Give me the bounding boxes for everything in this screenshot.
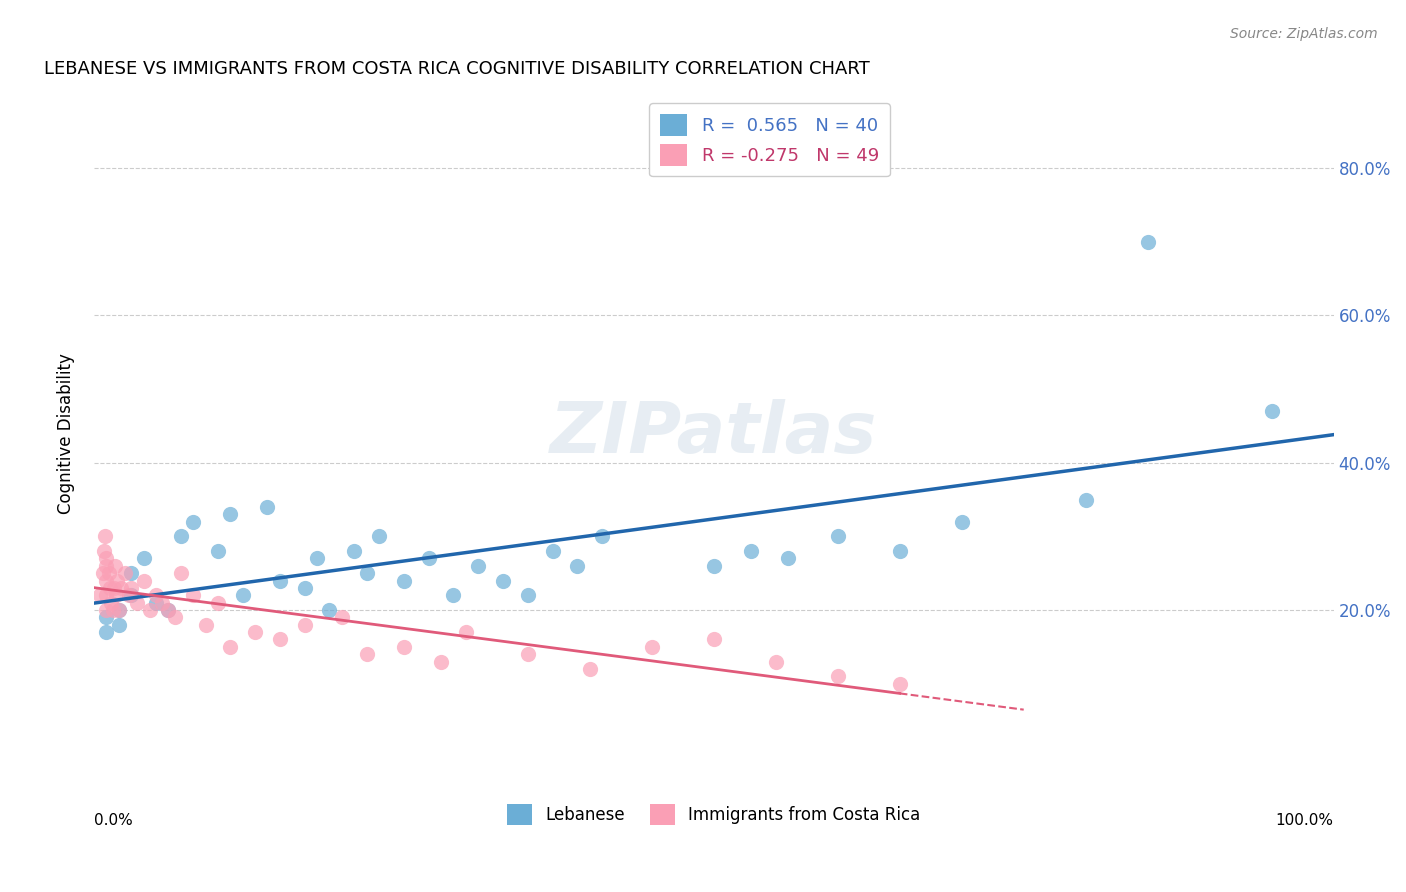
Point <box>138 603 160 617</box>
Point <box>96 558 118 573</box>
Legend: Lebanese, Immigrants from Costa Rica: Lebanese, Immigrants from Costa Rica <box>501 797 927 831</box>
Point <box>778 551 800 566</box>
Point <box>307 551 329 566</box>
Point <box>294 617 316 632</box>
Point <box>114 566 136 581</box>
Point <box>110 581 132 595</box>
Point <box>889 676 911 690</box>
Point <box>207 596 229 610</box>
Point <box>219 508 242 522</box>
Point <box>269 632 291 647</box>
Point <box>132 551 155 566</box>
Point <box>765 655 787 669</box>
Point <box>219 640 242 654</box>
Point <box>243 625 266 640</box>
Point <box>207 544 229 558</box>
Point <box>418 551 440 566</box>
Point <box>98 581 121 595</box>
Point <box>101 603 124 617</box>
Point <box>454 625 477 640</box>
Point <box>330 610 353 624</box>
Point <box>103 581 125 595</box>
Point <box>294 581 316 595</box>
Point <box>170 566 193 581</box>
Point <box>356 647 378 661</box>
Point <box>703 632 725 647</box>
Point <box>343 544 366 558</box>
Point <box>181 588 204 602</box>
Point <box>516 588 538 602</box>
Point <box>194 617 217 632</box>
Text: ZIPatlas: ZIPatlas <box>550 399 877 467</box>
Point <box>430 655 453 669</box>
Point <box>703 558 725 573</box>
Point <box>96 610 118 624</box>
Y-axis label: Cognitive Disability: Cognitive Disability <box>58 353 75 514</box>
Point <box>163 610 186 624</box>
Point <box>641 640 664 654</box>
Point <box>120 581 142 595</box>
Point <box>145 588 167 602</box>
Point <box>567 558 589 573</box>
Point <box>516 647 538 661</box>
Point <box>157 603 180 617</box>
Point <box>107 603 129 617</box>
Point <box>107 617 129 632</box>
Text: 100.0%: 100.0% <box>1275 813 1334 828</box>
Point <box>541 544 564 558</box>
Point <box>392 574 415 588</box>
Point <box>117 588 139 602</box>
Point <box>145 596 167 610</box>
Point <box>889 544 911 558</box>
Point <box>392 640 415 654</box>
Point <box>127 596 149 610</box>
Point <box>96 588 118 602</box>
Point <box>492 574 515 588</box>
Point <box>105 588 128 602</box>
Point <box>91 566 114 581</box>
Point <box>356 566 378 581</box>
Point <box>827 669 849 683</box>
Point <box>591 529 613 543</box>
Point <box>1074 492 1097 507</box>
Point <box>467 558 489 573</box>
Point <box>120 566 142 581</box>
Point <box>578 662 600 676</box>
Point <box>318 603 340 617</box>
Point <box>157 603 180 617</box>
Point <box>269 574 291 588</box>
Point <box>100 596 122 610</box>
Point <box>132 574 155 588</box>
Point <box>96 551 118 566</box>
Point <box>107 574 129 588</box>
Text: LEBANESE VS IMMIGRANTS FROM COSTA RICA COGNITIVE DISABILITY CORRELATION CHART: LEBANESE VS IMMIGRANTS FROM COSTA RICA C… <box>45 60 870 78</box>
Point <box>1136 235 1159 249</box>
Point <box>368 529 391 543</box>
Point <box>181 515 204 529</box>
Point <box>170 529 193 543</box>
Point <box>96 603 118 617</box>
Text: 0.0%: 0.0% <box>94 813 132 828</box>
Point <box>96 574 118 588</box>
Point <box>89 588 111 602</box>
Point <box>740 544 762 558</box>
Point <box>97 566 120 581</box>
Point <box>950 515 973 529</box>
Point <box>232 588 254 602</box>
Point <box>256 500 278 514</box>
Point <box>107 603 129 617</box>
Point <box>150 596 173 610</box>
Point <box>1260 404 1282 418</box>
Point <box>93 544 115 558</box>
Point <box>827 529 849 543</box>
Point <box>94 529 117 543</box>
Text: Source: ZipAtlas.com: Source: ZipAtlas.com <box>1230 27 1378 41</box>
Point <box>96 625 118 640</box>
Point <box>120 588 142 602</box>
Point <box>104 558 127 573</box>
Point <box>443 588 465 602</box>
